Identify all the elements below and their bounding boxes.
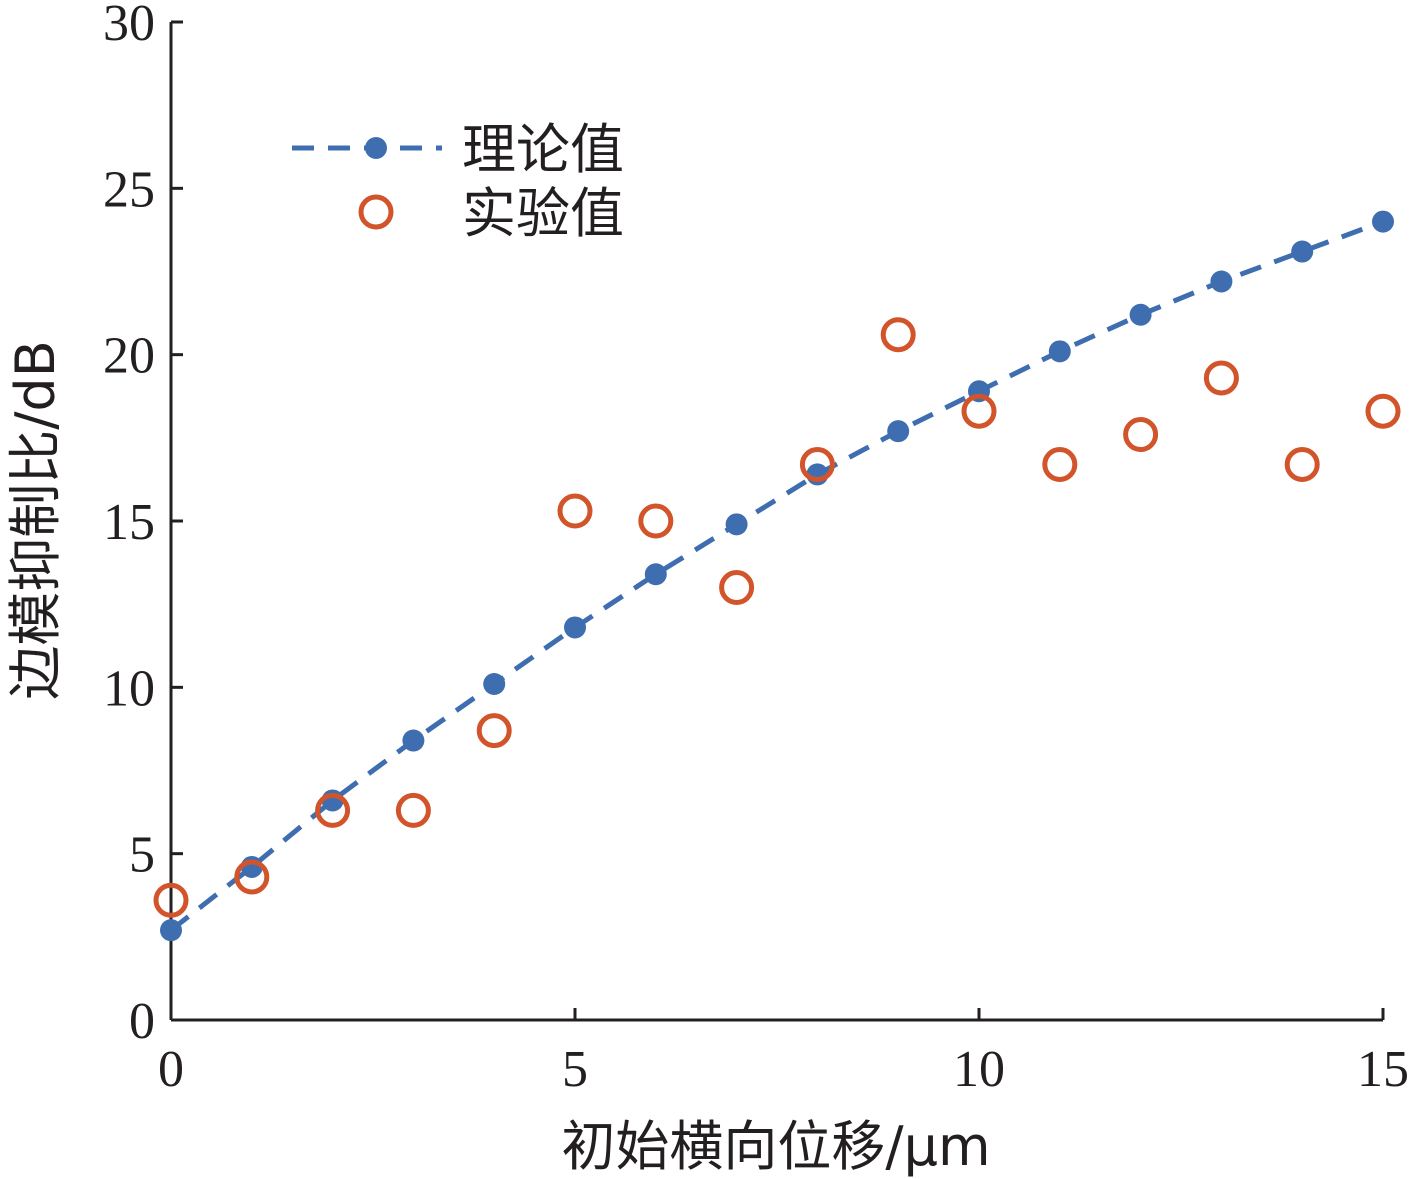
experiment-point xyxy=(153,882,189,918)
experiment-point xyxy=(880,317,916,353)
theory-point xyxy=(483,673,506,696)
legend-swatch-experiment-marker xyxy=(358,194,394,230)
experiment-point xyxy=(476,713,512,749)
x-tick-label: 5 xyxy=(562,1041,588,1098)
experiment-point xyxy=(1042,446,1078,482)
experiment-point xyxy=(1123,417,1159,453)
experiment-point xyxy=(638,503,674,539)
experiment-point xyxy=(1284,446,1320,482)
x-tick-label: 0 xyxy=(158,1041,184,1098)
legend-label-theory: 理论值 xyxy=(462,118,624,181)
series-layer xyxy=(153,210,1401,942)
y-tick-label: 30 xyxy=(103,0,155,52)
theory-point xyxy=(402,729,425,752)
experiment-point xyxy=(719,570,755,606)
theory-point xyxy=(1291,240,1314,263)
axes: 0 5 10 15 20 25 30 0 5 10 15 xyxy=(103,0,1409,1098)
theory-point xyxy=(1048,340,1071,363)
x-tick-label: 10 xyxy=(953,1041,1005,1098)
y-tick-label: 5 xyxy=(129,827,155,884)
y-tick-label: 10 xyxy=(103,660,155,717)
experiment-point xyxy=(557,493,593,529)
experiment-point xyxy=(315,792,351,828)
experiment-point xyxy=(799,446,835,482)
y-axis-title: 边模抑制比/dB xyxy=(4,340,67,700)
y-tick-label: 15 xyxy=(103,494,155,551)
legend-swatch-theory-marker xyxy=(365,137,387,159)
experiment-point xyxy=(961,393,997,429)
experiment-point xyxy=(234,859,270,895)
legend-label-experiment: 实验值 xyxy=(462,182,624,245)
x-tick-label: 15 xyxy=(1357,1041,1409,1098)
theory-point xyxy=(644,563,667,586)
legend: 理论值 实验值 xyxy=(292,118,624,245)
theory-point xyxy=(725,513,748,536)
y-tick-label: 0 xyxy=(129,993,155,1050)
theory-line xyxy=(169,219,1384,933)
experiment-point xyxy=(1203,360,1239,396)
theory-point xyxy=(160,919,182,942)
theory-point xyxy=(1210,270,1233,293)
experiment-point xyxy=(1365,393,1401,429)
theory-point xyxy=(1129,303,1152,326)
theory-point xyxy=(564,616,586,639)
theory-point xyxy=(1372,210,1394,233)
x-axis-title: 初始横向位移/μm xyxy=(561,1115,990,1178)
y-tick-label: 20 xyxy=(103,328,155,385)
y-tick-label: 25 xyxy=(103,161,155,218)
experiment-point xyxy=(395,792,431,828)
theory-point xyxy=(887,420,910,443)
